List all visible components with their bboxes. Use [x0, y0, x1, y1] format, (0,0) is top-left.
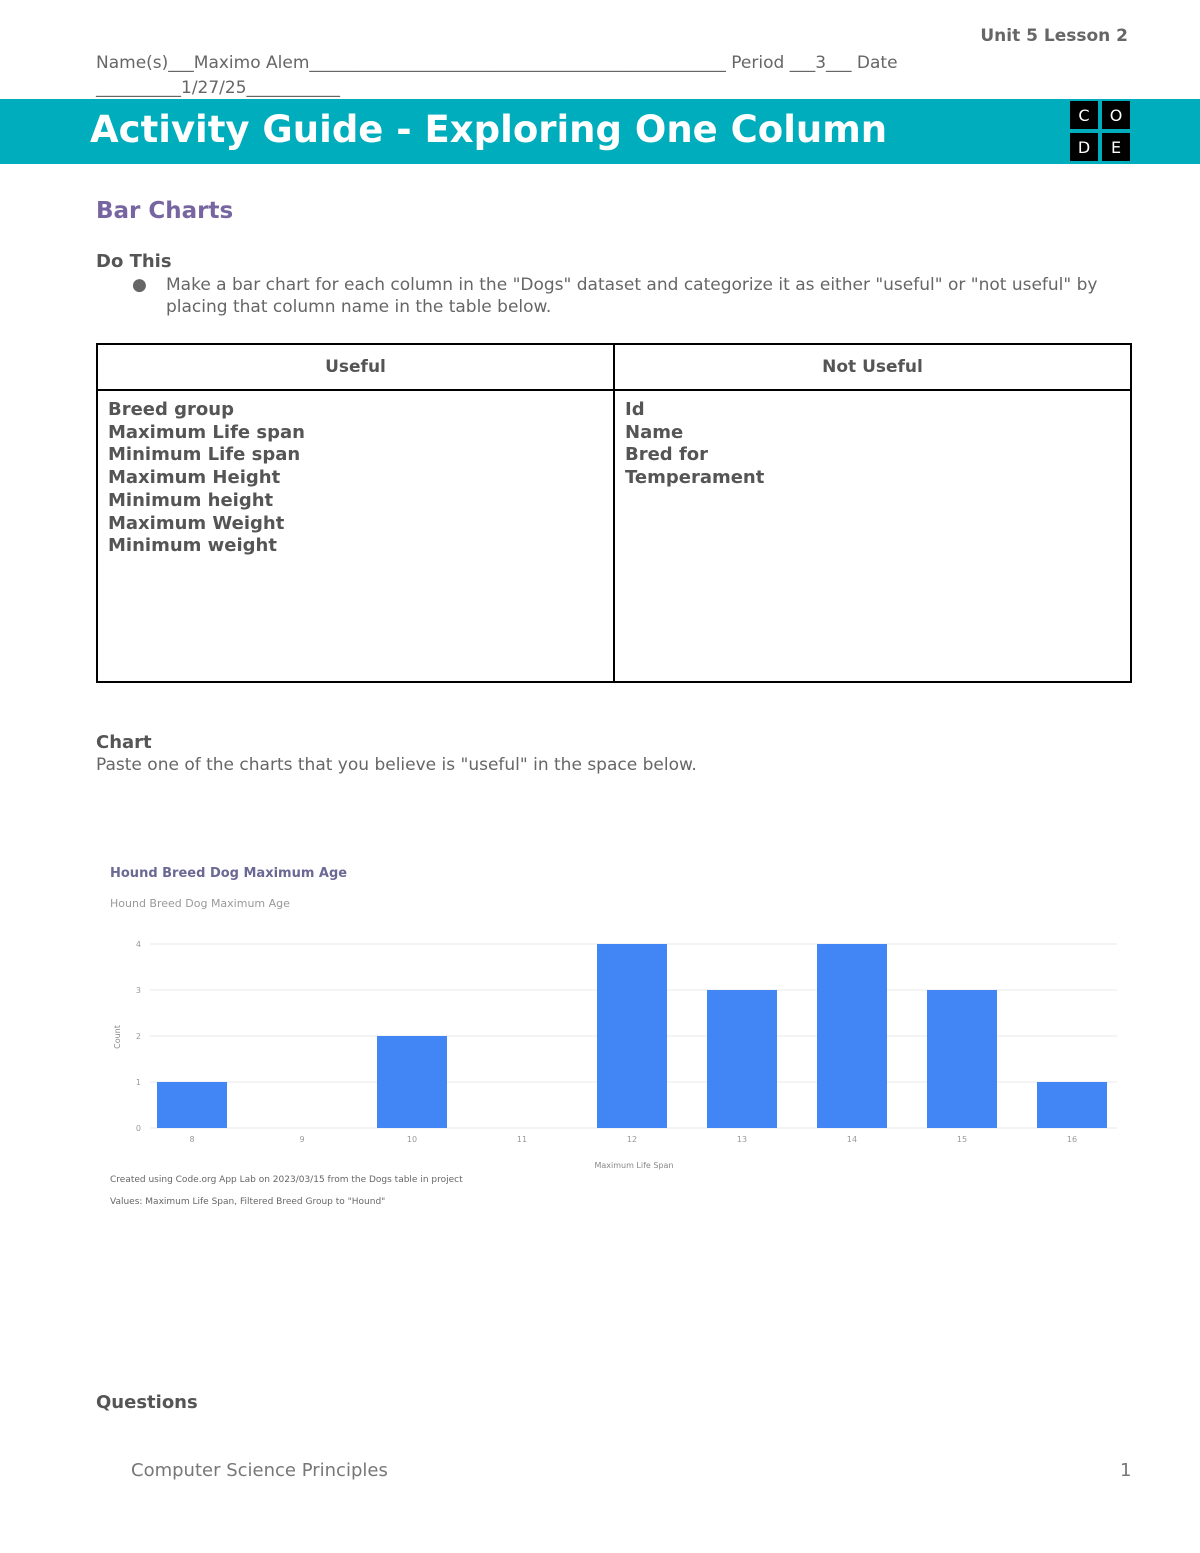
- do-this-heading: Do This: [96, 251, 172, 272]
- bar: [1037, 1082, 1107, 1128]
- unit-label: Unit 5 Lesson 2: [980, 26, 1128, 46]
- questions-heading: Questions: [96, 1392, 198, 1413]
- column-name: Bred for: [625, 444, 709, 466]
- logo-letter: D: [1070, 133, 1098, 161]
- x-tick-label: 14: [847, 1135, 857, 1144]
- y-tick-label: 0: [136, 1124, 141, 1133]
- y-tick-label: 4: [136, 940, 141, 949]
- column-name: Breed group: [108, 399, 234, 420]
- x-tick-label: 9: [299, 1135, 304, 1144]
- page-number: 1: [1120, 1460, 1132, 1481]
- y-tick-label: 1: [136, 1078, 141, 1087]
- y-axis-label: Count: [113, 1025, 122, 1049]
- bar: [597, 944, 667, 1128]
- column-name: Id: [625, 399, 645, 420]
- column-name: Maximum Height: [108, 467, 281, 489]
- column-name: Minimum Life span: [108, 444, 301, 466]
- bar: [707, 990, 777, 1128]
- column-name: Minimum weight: [108, 535, 277, 557]
- x-tick-label: 13: [737, 1135, 747, 1144]
- column-name: Temperament: [625, 467, 765, 489]
- bar: [377, 1036, 447, 1128]
- chart-heading: Chart: [96, 732, 152, 753]
- bullet-icon: ●: [132, 275, 147, 295]
- section-heading: Bar Charts: [96, 198, 234, 224]
- logo-letter: E: [1102, 133, 1130, 161]
- logo-letter: C: [1070, 101, 1098, 129]
- chart-footer-values: Values: Maximum Life Span, Filtered Bree…: [110, 1197, 385, 1207]
- footer-course: Computer Science Principles: [131, 1460, 388, 1481]
- page-title: Activity Guide - Exploring One Column: [90, 108, 888, 151]
- instruction-text: Make a bar chart for each column in the …: [166, 275, 1098, 317]
- not-useful-header: Not Useful: [613, 343, 1132, 391]
- bar-chart: Hound Breed Dog Maximum Age Hound Breed …: [110, 866, 1117, 1207]
- y-tick-label: 2: [136, 1032, 141, 1041]
- column-name: Maximum Life span: [108, 421, 305, 443]
- x-tick-label: 8: [189, 1135, 194, 1144]
- usefulness-table: Useful Not Useful Breed group Maximum Life…: [96, 343, 1132, 683]
- date-line: __________1/27/25___________: [96, 78, 341, 98]
- x-tick-label: 11: [517, 1135, 527, 1144]
- useful-header: Useful: [96, 343, 615, 391]
- bar: [157, 1082, 227, 1128]
- x-tick-label: 15: [957, 1135, 967, 1144]
- column-name: Minimum height: [108, 489, 274, 511]
- chart-subtitle: Hound Breed Dog Maximum Age: [110, 897, 290, 910]
- x-tick-label: 10: [407, 1135, 417, 1144]
- instruction-bullet: ● Make a bar chart for each column in the…: [132, 274, 1112, 318]
- column-name: Name: [625, 421, 684, 443]
- chart-instruction: Paste one of the charts that you believe…: [96, 755, 697, 775]
- x-axis-label: Maximum Life Span: [594, 1161, 673, 1170]
- name-period-line: Name(s)___Maximo Alem___________________…: [96, 53, 898, 73]
- not-useful-cell[interactable]: Id Name Bred for Temperament: [613, 389, 1132, 683]
- x-tick-label: 12: [627, 1135, 637, 1144]
- x-tick-label: 16: [1067, 1135, 1077, 1144]
- chart-footer-created: Created using Code.org App Lab on 2023/0…: [110, 1175, 463, 1185]
- bar: [817, 944, 887, 1128]
- chart-title: Hound Breed Dog Maximum Age: [110, 866, 347, 881]
- y-tick-label: 3: [136, 986, 141, 995]
- bar: [927, 990, 997, 1128]
- useful-cell[interactable]: Breed group Maximum Life span Minimum Life…: [96, 389, 615, 683]
- column-name: Maximum Weight: [108, 512, 285, 534]
- title-banner: [0, 99, 1200, 164]
- logo-letter: O: [1102, 101, 1130, 129]
